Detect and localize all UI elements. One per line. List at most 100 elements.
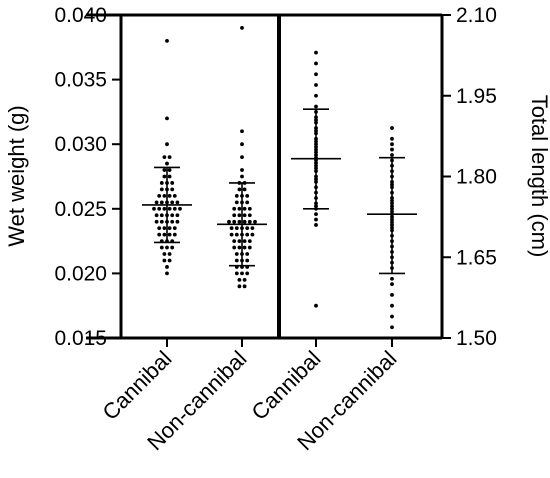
data-point	[157, 226, 162, 231]
data-point	[162, 193, 167, 198]
data-point	[172, 193, 177, 198]
data-point	[245, 258, 250, 263]
data-point	[314, 50, 318, 55]
data-point	[240, 174, 244, 179]
data-point	[234, 271, 239, 276]
data-point	[157, 232, 162, 237]
data-point	[175, 219, 180, 224]
data-point	[390, 142, 394, 147]
data-point	[159, 245, 164, 250]
data-point	[240, 168, 244, 172]
data-point	[167, 155, 172, 160]
data-point	[229, 226, 234, 231]
data-point	[314, 83, 318, 87]
y-axis-right: 1.50 1.65 1.80 1.95 2.10	[442, 4, 497, 350]
data-point	[178, 206, 182, 211]
data-point	[162, 168, 167, 172]
y-axis-title-left: Wet weight (g)	[4, 105, 29, 246]
y-tick-label: 1.65	[456, 246, 497, 269]
data-point	[172, 206, 177, 211]
data-point	[242, 284, 247, 289]
data-point	[390, 282, 394, 287]
data-point	[170, 245, 175, 250]
data-point	[237, 213, 242, 218]
data-point	[167, 174, 172, 179]
data-point	[165, 271, 169, 276]
data-point	[234, 258, 239, 263]
data-point	[165, 245, 169, 250]
data-point	[390, 136, 394, 141]
data-point	[314, 61, 318, 66]
data-point	[162, 174, 167, 179]
data-point	[154, 213, 159, 218]
y-tick-label: 1.95	[456, 85, 497, 108]
data-point	[162, 206, 167, 211]
data-point	[237, 219, 242, 224]
data-point	[237, 239, 242, 244]
data-point	[240, 142, 244, 147]
data-point	[242, 245, 247, 250]
data-point	[167, 193, 172, 198]
data-point	[232, 219, 237, 224]
data-point	[172, 232, 177, 237]
data-point	[157, 193, 162, 198]
data-point	[167, 206, 172, 211]
data-point	[314, 303, 318, 308]
data-point	[245, 252, 250, 256]
y-tick-label: 0.040	[54, 4, 107, 27]
data-point	[314, 72, 318, 77]
data-point	[237, 206, 242, 211]
x-tick-label: Cannibal	[97, 346, 176, 425]
data-point	[157, 206, 162, 211]
data-point	[172, 226, 177, 231]
data-point	[234, 232, 239, 237]
data-point	[242, 206, 247, 211]
data-point	[247, 219, 252, 224]
data-point	[152, 206, 156, 211]
y-tick-label: 0.030	[54, 133, 107, 156]
data-point	[237, 187, 242, 192]
data-point	[165, 38, 169, 43]
data-point	[245, 193, 250, 198]
data-point	[237, 277, 242, 282]
data-point	[162, 226, 167, 231]
data-point	[165, 142, 169, 147]
data-point	[159, 213, 164, 218]
data-point	[175, 200, 180, 205]
data-point	[232, 245, 237, 250]
data-point	[314, 104, 318, 109]
y-axis-title-right: Total length (cm)	[527, 95, 550, 258]
data-point	[167, 232, 172, 237]
data-point	[234, 193, 239, 198]
data-point	[227, 219, 231, 224]
y-tick-label: 1.50	[456, 327, 497, 350]
data-point	[167, 258, 172, 263]
data-point	[170, 213, 175, 218]
data-point	[234, 252, 239, 256]
data-point	[167, 168, 172, 172]
chart-marks	[142, 26, 417, 330]
data-point	[390, 314, 394, 319]
data-point	[170, 200, 175, 205]
data-point	[390, 303, 394, 308]
data-point	[234, 226, 239, 231]
data-point	[390, 293, 394, 297]
data-point	[232, 206, 237, 211]
data-point	[247, 206, 252, 211]
y-axis-left: 0.015 0.020 0.025 0.030 0.035 0.040	[54, 4, 121, 350]
y-tick-label: 0.025	[54, 198, 107, 221]
plot-frame	[86, 13, 444, 340]
data-point	[170, 187, 175, 192]
data-point	[242, 187, 247, 192]
data-point	[390, 276, 394, 281]
data-point	[242, 213, 247, 218]
data-point	[314, 212, 318, 217]
y-tick-label: 0.035	[54, 69, 107, 92]
y-tick-label: 2.10	[456, 4, 497, 27]
y-tick-label: 0.020	[54, 262, 107, 285]
data-point	[154, 219, 159, 224]
data-point	[167, 226, 172, 231]
data-point	[237, 245, 242, 250]
